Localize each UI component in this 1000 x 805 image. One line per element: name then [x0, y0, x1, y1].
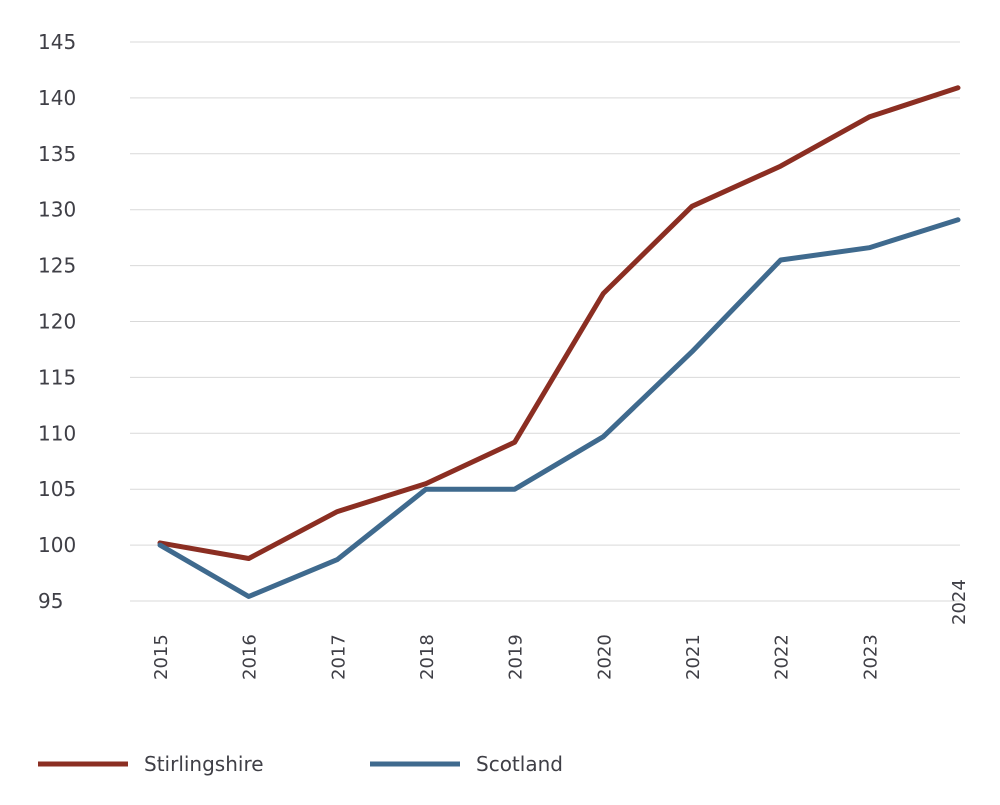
- y-tick-label-115: 115: [38, 365, 76, 389]
- x-tick-label-2020: 2020: [594, 634, 615, 680]
- x-tick-label-2023: 2023: [860, 634, 881, 680]
- y-tick-label-140: 140: [38, 86, 76, 110]
- series-layer: [157, 85, 961, 599]
- series-line-scotland: [157, 217, 961, 599]
- grid-layer: [130, 41, 960, 602]
- legend: Stirlingshire Scotland: [38, 752, 563, 776]
- y-tick-label-135: 135: [38, 142, 76, 166]
- x-tick-label-2017: 2017: [328, 634, 349, 680]
- x-tick-label-2016: 2016: [240, 634, 261, 680]
- y-tick-label-130: 130: [38, 198, 76, 222]
- x-tick-label-2022: 2022: [772, 634, 793, 680]
- x-tick-label-2018: 2018: [417, 634, 438, 680]
- y-axis-ticks: 95 100 105 110 115 120 125 130 135 140 145: [38, 30, 76, 613]
- y-tick-label-110: 110: [38, 421, 76, 445]
- y-tick-label-95: 95: [38, 589, 63, 613]
- y-tick-label-120: 120: [38, 310, 76, 334]
- series-line-stirlingshire: [157, 85, 961, 561]
- y-tick-label-100: 100: [38, 533, 76, 557]
- x-tick-label-2021: 2021: [683, 634, 704, 680]
- legend-label-stirlingshire: Stirlingshire: [144, 752, 264, 776]
- x-tick-label-2015: 2015: [151, 634, 172, 680]
- y-tick-label-105: 105: [38, 477, 76, 501]
- legend-label-scotland: Scotland: [476, 752, 563, 776]
- y-tick-label-125: 125: [38, 254, 76, 278]
- x-tick-label-2019: 2019: [506, 634, 527, 680]
- y-tick-label-145: 145: [38, 30, 76, 54]
- x-tick-label-2024: 2024: [949, 579, 970, 625]
- x-axis-ticks: 2015 2016 2017 2018 2019 2020 2021 2022 2023 2024: [151, 579, 970, 680]
